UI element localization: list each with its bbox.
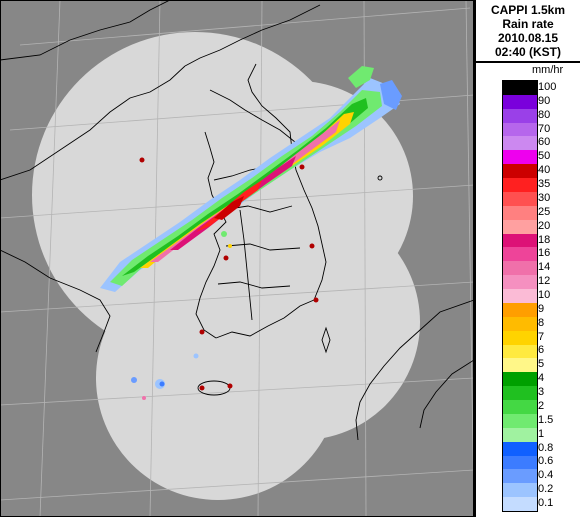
radar-map: [0, 0, 474, 517]
legend-swatch: [503, 386, 537, 401]
legend-label: 35: [538, 178, 551, 191]
legend-label: 5: [538, 358, 545, 371]
legend-swatch: [503, 247, 537, 262]
color-scale: [502, 80, 538, 512]
legend-swatch: [503, 344, 537, 359]
legend-label: 25: [538, 205, 551, 218]
legend-label: 4: [538, 372, 545, 385]
legend-swatch: [503, 81, 537, 96]
legend-label: 8: [538, 316, 545, 329]
legend-swatch: [503, 358, 537, 373]
legend-swatch: [503, 94, 537, 110]
legend-swatch: [503, 483, 537, 498]
legend-swatch: [503, 108, 537, 124]
legend-swatch: [503, 455, 537, 470]
radar-site: [299, 164, 305, 170]
radar-site: [223, 255, 229, 261]
legend-swatch: [503, 191, 537, 207]
legend-swatch: [503, 289, 537, 304]
legend-label: 90: [538, 94, 551, 107]
legend-swatch: [503, 136, 537, 151]
legend-label: 1.5: [538, 413, 554, 426]
legend-label: 60: [538, 136, 551, 149]
legend-swatch: [503, 275, 537, 290]
legend-label: 2: [538, 399, 545, 412]
legend-label: 40: [538, 164, 551, 177]
legend-label: 0.2: [538, 483, 554, 496]
legend-swatch: [503, 372, 537, 387]
legend-label: 30: [538, 191, 551, 204]
legend-label: 20: [538, 219, 551, 232]
legend-swatch: [503, 400, 537, 415]
title-time: 02:40 (KST): [494, 45, 562, 59]
legend-swatch: [503, 441, 537, 456]
legend-label: 0.1: [538, 497, 554, 510]
title-variable: Rain rate: [502, 17, 554, 31]
legend-swatch: [503, 233, 537, 248]
radar-site: [199, 329, 205, 335]
legend-swatch: [503, 413, 537, 429]
legend-swatch: [503, 316, 537, 332]
legend-swatch: [503, 164, 537, 179]
legend-label: 3: [538, 386, 545, 399]
legend-label: 6: [538, 344, 545, 357]
title-product: CAPPI 1.5km: [490, 3, 566, 17]
map-canvas: [0, 0, 474, 517]
product-title: CAPPI 1.5km Rain rate 2010.08.15 02:40 (…: [476, 0, 580, 59]
radar-site: [309, 243, 315, 249]
legend-swatch: [503, 427, 537, 443]
legend-label: 0.6: [538, 455, 554, 468]
legend-panel: CAPPI 1.5km Rain rate 2010.08.15 02:40 (…: [474, 0, 580, 517]
legend-swatch: [503, 205, 537, 221]
legend-label: 0.8: [538, 441, 554, 454]
radar-site: [313, 297, 319, 303]
radar-site: [199, 385, 205, 391]
radar-sites: [139, 157, 319, 391]
legend-swatch: [503, 261, 537, 276]
legend-label: 100: [538, 80, 557, 93]
precipitation-echo: [100, 66, 402, 400]
legend-swatch: [503, 330, 537, 346]
legend-label: 7: [538, 330, 545, 343]
title-separator: [476, 61, 580, 63]
legend-unit: mm/hr: [532, 64, 564, 76]
legend-label: 0.4: [538, 469, 554, 482]
legend-label: 9: [538, 302, 545, 315]
legend-swatch: [503, 122, 537, 137]
legend-label: 50: [538, 150, 551, 163]
legend-swatch: [503, 469, 537, 484]
legend-label: 18: [538, 233, 551, 246]
legend-label: 10: [538, 289, 551, 301]
legend-swatch: [503, 497, 537, 512]
legend-label: 12: [538, 275, 551, 288]
legend-swatch: [503, 178, 537, 193]
title-date: 2010.08.15: [497, 31, 559, 45]
legend-swatch: [503, 219, 537, 235]
legend-label: 1: [538, 427, 545, 440]
legend-swatch: [503, 150, 537, 165]
legend-label: 70: [538, 122, 551, 135]
legend-label: 80: [538, 108, 551, 121]
radar-site: [227, 383, 233, 389]
legend-label: 16: [538, 247, 551, 260]
legend-swatch: [503, 302, 537, 318]
legend-label: 14: [538, 261, 551, 274]
radar-site: [139, 157, 145, 163]
